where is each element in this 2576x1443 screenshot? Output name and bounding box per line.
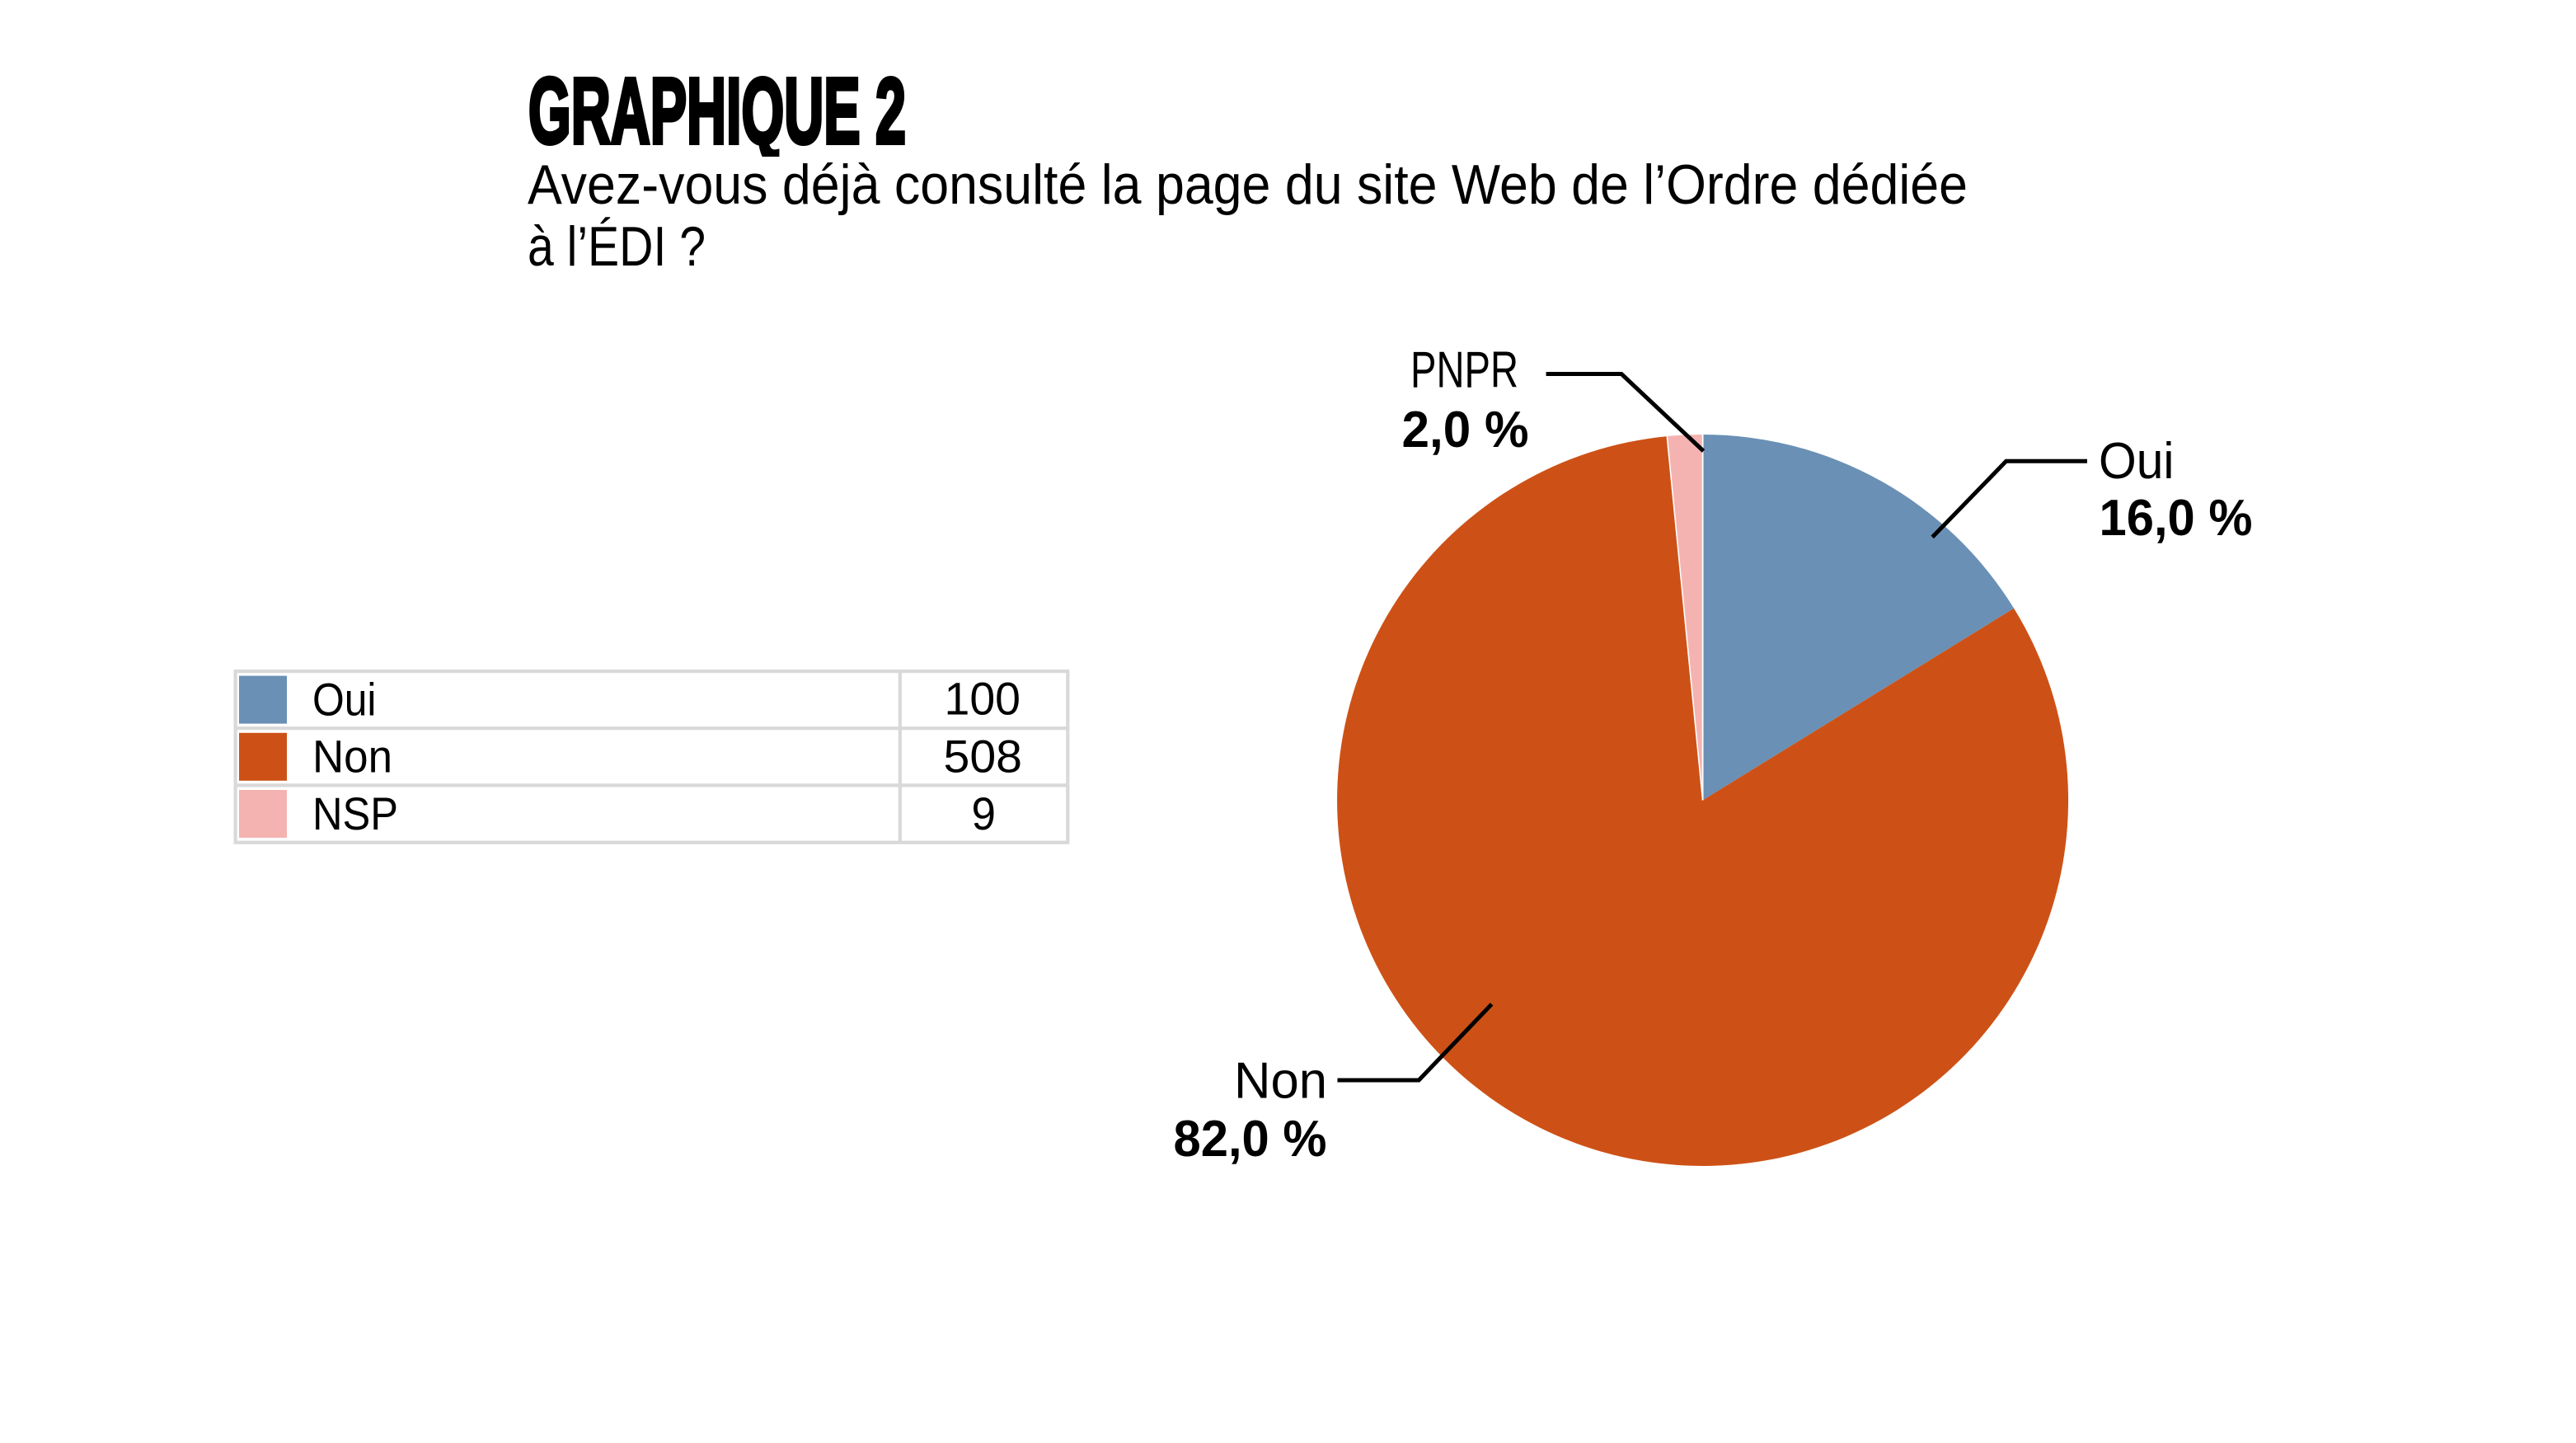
svg-text:100: 100 (945, 673, 1021, 725)
svg-text:à l’ÉDI ?: à l’ÉDI ? (528, 215, 706, 278)
svg-text:Non: Non (1234, 1053, 1327, 1110)
svg-text:9: 9 (972, 787, 997, 839)
svg-text:PNPR: PNPR (1410, 342, 1518, 399)
svg-text:GRAPHIQUE 2: GRAPHIQUE 2 (528, 59, 906, 163)
svg-text:2,0 %: 2,0 % (1402, 402, 1529, 458)
svg-text:Oui: Oui (312, 674, 377, 726)
svg-text:Avez-vous déjà consulté la pag: Avez-vous déjà consulté la page du site … (528, 153, 1968, 216)
svg-text:Non: Non (312, 731, 392, 783)
svg-text:Oui: Oui (2099, 433, 2175, 490)
svg-text:NSP: NSP (312, 787, 398, 839)
svg-text:508: 508 (944, 731, 1023, 783)
svg-text:82,0 %: 82,0 % (1174, 1111, 1327, 1168)
svg-text:16,0 %: 16,0 % (2100, 490, 2253, 547)
